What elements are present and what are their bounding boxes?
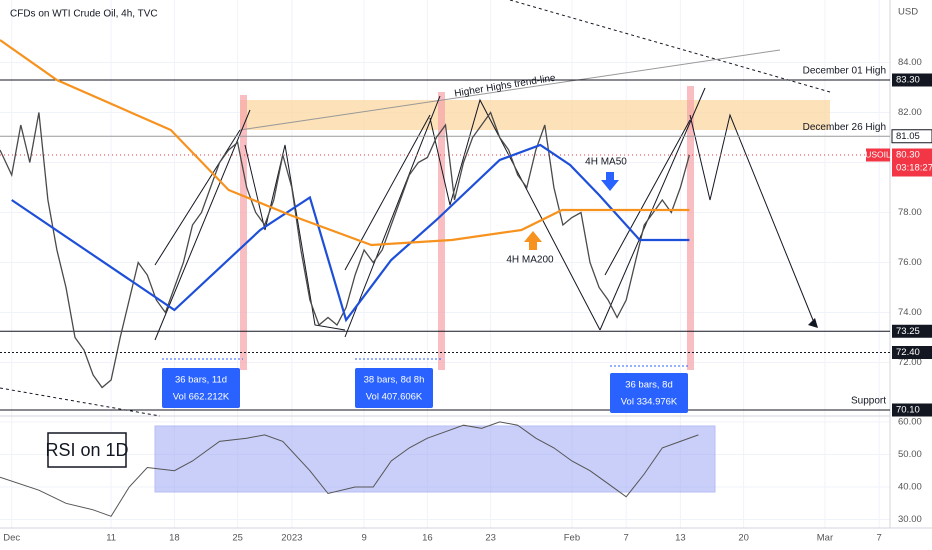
ma200-label: 4H MA200 (506, 255, 554, 266)
price-label-box (892, 148, 932, 177)
cycle-band (438, 92, 445, 370)
measure-box (610, 373, 688, 413)
measure-lines (162, 358, 690, 367)
measure-bars: 38 bars, 8d 8h (364, 375, 425, 386)
x-tick-label: 23 (485, 533, 496, 544)
level-text: December 26 High (803, 122, 886, 133)
y-tick-label: 74.00 (898, 307, 922, 318)
x-tick-label: 16 (422, 533, 433, 544)
cycle-band (240, 95, 247, 370)
measure-box (355, 368, 433, 408)
price-label-box (892, 324, 932, 338)
rsi-tick-label: 40.00 (898, 482, 922, 493)
ma50-arrow (601, 172, 619, 191)
arrow-head (808, 318, 818, 328)
price-label-box (892, 73, 932, 87)
ma200-arrow (524, 231, 542, 250)
measure-vol: Vol 407.606K (366, 392, 423, 403)
countdown: 03:18:27 (896, 163, 932, 174)
rsi-line (0, 421, 699, 517)
x-tick-label: 7 (877, 533, 882, 544)
moving-average (0, 39, 690, 247)
price-label: 83.30 (896, 75, 920, 86)
price-label-box (892, 346, 932, 359)
rsi-tick-label: 60.00 (898, 416, 922, 427)
x-tick-label: Mar (817, 533, 833, 544)
price-label: 72.40 (896, 347, 920, 358)
rsi-label: RSI on 1D (45, 440, 128, 460)
x-tick-label: 9 (361, 533, 366, 544)
dashed-trendline (509, 0, 831, 93)
chart-title: CFDs on WTI Crude Oil, 4h, TVC (10, 9, 158, 20)
rsi-tick-label: 50.00 (898, 449, 922, 460)
ma50-label: 4H MA50 (585, 157, 627, 168)
x-tick-label: Dec (3, 533, 20, 544)
zigzag (429, 98, 601, 331)
price-label: 70.10 (896, 405, 920, 416)
projection (689, 113, 816, 326)
x-tick-label: 2023 (281, 533, 302, 544)
measure-box (162, 368, 240, 408)
x-tick-label: 18 (169, 533, 180, 544)
price-label-box (891, 129, 932, 144)
measure-vol: Vol 334.976K (621, 397, 678, 408)
x-tick-label: 20 (738, 533, 749, 544)
resistance-zone (240, 100, 830, 130)
price-label: 81.05 (896, 131, 920, 142)
y-tick-label: 84.00 (898, 57, 922, 68)
channel (154, 109, 251, 341)
y-tick-label: 76.00 (898, 257, 922, 268)
price-label: 73.25 (896, 326, 920, 337)
price-label: 80.30 (896, 150, 920, 161)
level-text: December 01 High (803, 66, 886, 77)
measure-vol: Vol 662.212K (173, 392, 230, 403)
measure-bars: 36 bars, 11d (175, 375, 227, 386)
moving-average (11, 143, 690, 323)
x-tick-label: Feb (564, 533, 580, 544)
rsi-label-box (47, 432, 127, 468)
channel (344, 114, 431, 271)
cycle-band (687, 86, 694, 370)
x-tick-label: 13 (675, 533, 686, 544)
symbol-label: USOIL (865, 149, 891, 159)
rsi-tick-label: 30.00 (898, 514, 922, 525)
y-tick-label: 72.00 (898, 357, 922, 368)
channel (604, 119, 691, 276)
measure-bars: 36 bars, 8d (625, 380, 673, 391)
x-tick-label: 11 (106, 533, 116, 544)
x-tick-label: 25 (232, 533, 243, 544)
symbol-box (866, 148, 890, 162)
rsi-zone (154, 425, 716, 493)
x-tick-label: 7 (624, 533, 629, 544)
channel (154, 129, 241, 266)
level-text: Support (851, 396, 886, 407)
price-label-box (892, 403, 932, 417)
currency: USD (898, 7, 918, 18)
price-line (0, 111, 691, 389)
y-tick-label: 82.00 (898, 107, 922, 118)
y-tick-label: 78.00 (898, 207, 922, 218)
higher-highs-line (239, 49, 781, 131)
